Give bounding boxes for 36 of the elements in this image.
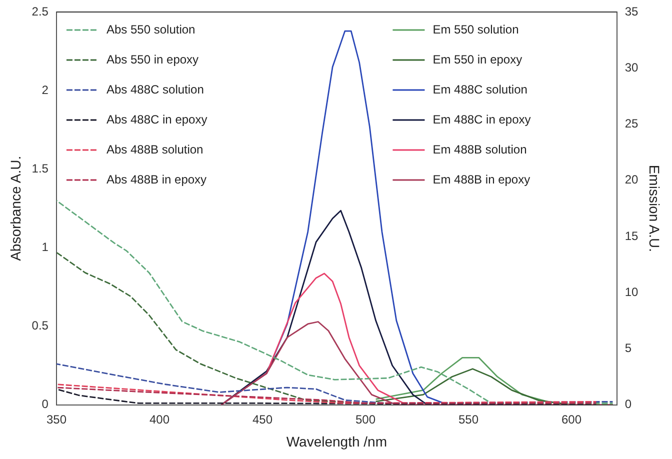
y-tick-label: 2 <box>42 82 49 97</box>
y-tick-label: 0 <box>42 397 49 412</box>
line-series <box>56 363 614 404</box>
y-tick-label: 0.5 <box>32 318 49 333</box>
legend-label: Em 488B in epoxy <box>432 172 530 186</box>
x-tick-label: 600 <box>562 412 582 426</box>
legend-label: Abs 550 solution <box>106 22 196 36</box>
legend-label: Abs 488B solution <box>106 142 204 156</box>
x-tick-label: 450 <box>252 412 273 426</box>
y-axis-title: Absorbance A.U. <box>7 156 24 261</box>
y-tick-label: 1 <box>42 240 49 254</box>
y2-tick-label: 20 <box>624 172 639 187</box>
y2-tick-label: 35 <box>624 4 639 18</box>
y2-tick-label: 5 <box>624 341 632 355</box>
x-axis-title: Wavelength /nm <box>286 433 387 450</box>
legend-label: Em 550 in epoxy <box>432 52 522 66</box>
legend-label: Abs 488C solution <box>106 82 204 96</box>
x-tick-label: 350 <box>46 412 67 426</box>
y2-tick-label: 25 <box>624 116 639 131</box>
legend-label: Em 488C in epoxy <box>432 112 531 126</box>
legend-label: Em 550 solution <box>432 22 519 36</box>
legend-label: Em 488C solution <box>432 82 528 96</box>
y2-tick-label: 0 <box>624 397 632 412</box>
y2-axis-title: Emission A.U. <box>646 164 663 252</box>
legend-label: Abs 550 in epoxy <box>106 52 199 66</box>
legend-label: Abs 488B in epoxy <box>106 172 207 186</box>
y-tick-label: 1.5 <box>32 161 49 176</box>
y2-tick-label: 30 <box>624 60 639 74</box>
x-tick-label: 550 <box>458 412 479 426</box>
y2-tick-label: 10 <box>624 284 639 299</box>
y-tick-label: 2.5 <box>32 4 49 18</box>
legend-label: Em 488B solution <box>432 142 527 156</box>
legend-label: Abs 488C in epoxy <box>106 112 208 126</box>
y2-tick-label: 15 <box>624 228 639 243</box>
x-tick-label: 400 <box>149 412 170 426</box>
x-tick-label: 500 <box>355 412 376 426</box>
